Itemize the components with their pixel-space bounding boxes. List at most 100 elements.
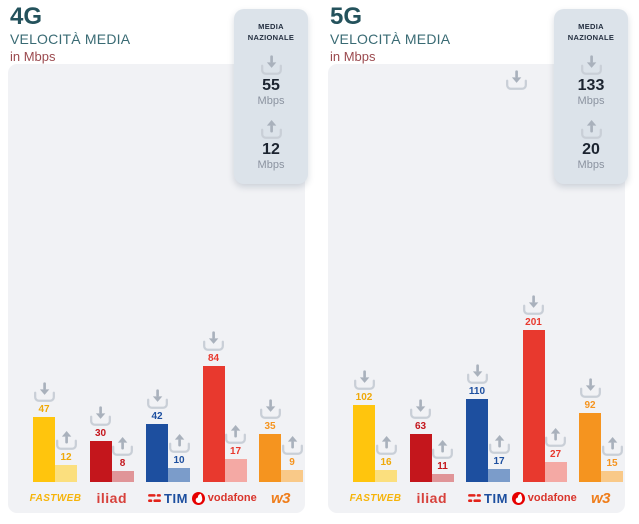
national-download-value-5g: 133 bbox=[577, 77, 605, 94]
logos-row-4g: FASTWEB iliad TIM vodafone w3 bbox=[8, 489, 305, 507]
tim-download-bar bbox=[146, 424, 168, 482]
vodafone-download-column: 201 bbox=[521, 294, 546, 482]
fastweb-upload-column: 16 bbox=[375, 434, 397, 482]
iliad-download-column: 63 bbox=[408, 398, 433, 482]
vodafone-logo-mark: vodafone bbox=[511, 491, 577, 505]
fastweb-download-bar bbox=[33, 417, 55, 482]
fastweb-upload-bar bbox=[55, 465, 77, 482]
bar-group-tim: 110 17 bbox=[466, 363, 510, 482]
download-icon bbox=[504, 69, 529, 90]
tim-download-bar bbox=[466, 399, 488, 482]
iliad-logo: iliad bbox=[96, 490, 127, 506]
vodafone-logo: vodafone bbox=[191, 489, 257, 507]
iliad-download-bar bbox=[409, 434, 432, 482]
panel-title-5g: 5G bbox=[330, 3, 363, 30]
windtre-upload-value: 15 bbox=[606, 457, 618, 469]
vodafone-logo: vodafone bbox=[511, 489, 577, 507]
upload-icon bbox=[600, 435, 625, 456]
fastweb-upload-column: 12 bbox=[55, 429, 77, 482]
upload-icon bbox=[280, 434, 305, 455]
panel-title-4g: 4G bbox=[10, 3, 43, 30]
national-upload-value-5g: 20 bbox=[582, 140, 600, 158]
tim-download-value: 110 bbox=[468, 386, 486, 397]
bar-group-windtre: 92 15 bbox=[578, 377, 623, 482]
vodafone-speechmark-icon bbox=[191, 491, 205, 505]
tim-logo: TIM bbox=[146, 489, 191, 507]
upload-icon bbox=[543, 426, 568, 447]
panel-5g: 5G VELOCITÀ MEDIA in Mbps 102 16 63 11 110 17… bbox=[328, 0, 628, 524]
vodafone-upload-column: 27 bbox=[543, 426, 568, 482]
tim-upload-bar bbox=[168, 468, 190, 482]
tim-upload-value: 10 bbox=[173, 455, 185, 467]
upload-icon bbox=[487, 433, 512, 455]
upload-icon bbox=[430, 438, 455, 459]
bar-group-fastweb: 102 16 bbox=[353, 369, 397, 482]
upload-icon bbox=[259, 118, 284, 139]
panel-5g-header: 5G VELOCITÀ MEDIA in Mbps bbox=[330, 3, 450, 65]
vodafone-download-value: 84 bbox=[207, 353, 220, 365]
fastweb-logo: FASTWEB bbox=[29, 492, 82, 504]
vodafone-upload-value: 17 bbox=[229, 445, 242, 457]
iliad-logo: iliad bbox=[416, 490, 447, 506]
bar-group-iliad: 30 8 bbox=[89, 405, 135, 482]
windtre-upload-column: 9 bbox=[281, 434, 303, 482]
windtre-download-bar bbox=[579, 412, 601, 482]
fastweb-logo: FASTWEB bbox=[349, 492, 402, 504]
download-icon bbox=[579, 54, 604, 75]
download-icon bbox=[408, 398, 433, 420]
logos-row-5g: FASTWEB iliad TIM vodafone w3 bbox=[328, 489, 625, 507]
fastweb-download-bar bbox=[353, 405, 375, 482]
download-icon bbox=[352, 369, 377, 390]
vodafone-download-value: 201 bbox=[525, 317, 542, 329]
fastweb-upload-value: 16 bbox=[380, 456, 392, 468]
download-icon bbox=[145, 388, 170, 409]
vodafone-logo-mark: vodafone bbox=[191, 491, 257, 505]
windtre-logo: w3 bbox=[590, 489, 611, 507]
download-icon bbox=[258, 398, 283, 419]
upload-icon bbox=[374, 434, 399, 455]
upload-icon bbox=[110, 435, 135, 456]
national-average-title-4g: MEDIA NAZIONALE bbox=[247, 22, 295, 42]
panel-unit-5g: in Mbps bbox=[330, 49, 376, 65]
national-average-card-4g: MEDIA NAZIONALE 55 Mbps 12 Mbps bbox=[234, 9, 308, 184]
upload-icon bbox=[223, 423, 248, 444]
iliad-upload-bar bbox=[111, 471, 134, 482]
windtre-download-value: 35 bbox=[264, 420, 276, 432]
fastweb-download-column: 47 bbox=[33, 381, 55, 482]
tim-logo: TIM bbox=[466, 489, 511, 507]
national-download-unit-4g: Mbps bbox=[257, 95, 285, 108]
windtre-upload-value: 9 bbox=[289, 456, 295, 468]
bar-group-windtre: 35 9 bbox=[259, 398, 303, 482]
tim-upload-bar bbox=[488, 469, 510, 482]
windtre-logo: w3 bbox=[270, 489, 291, 507]
download-icon bbox=[578, 377, 603, 398]
tim-logo-mark: TIM bbox=[148, 491, 188, 506]
national-upload-value-4g: 12 bbox=[262, 140, 280, 158]
windtre-upload-column: 15 bbox=[601, 435, 623, 482]
fastweb-download-column: 102 bbox=[353, 369, 375, 482]
windtre-download-column: 92 bbox=[578, 377, 603, 482]
download-icon bbox=[465, 363, 490, 384]
bar-group-tim: 42 10 bbox=[146, 388, 190, 482]
fastweb-download-value: 102 bbox=[355, 392, 373, 403]
upload-icon bbox=[167, 432, 192, 454]
download-icon bbox=[201, 330, 226, 352]
bar-group-vodafone: 84 17 bbox=[201, 330, 248, 482]
vodafone-upload-column: 17 bbox=[223, 423, 248, 482]
fastweb-upload-bar bbox=[375, 469, 397, 482]
download-icon bbox=[521, 294, 546, 316]
tim-upload-value: 17 bbox=[493, 456, 505, 468]
national-average-card-5g: MEDIA NAZIONALE 133 Mbps 20 Mbps bbox=[554, 9, 628, 184]
tim-upload-column: 10 bbox=[168, 432, 190, 482]
iliad-upload-bar bbox=[431, 473, 454, 482]
national-upload-unit-5g: Mbps bbox=[577, 158, 605, 171]
upload-icon bbox=[54, 429, 79, 451]
vodafone-download-column: 84 bbox=[201, 330, 226, 482]
fastweb-upload-value: 12 bbox=[60, 452, 72, 464]
bars-row-4g: 47 12 30 8 42 10 84 17 35 9 bbox=[8, 330, 305, 482]
iliad-upload-value: 11 bbox=[437, 460, 448, 472]
bar-group-iliad: 63 11 bbox=[408, 398, 455, 482]
tim-dashes-icon bbox=[468, 493, 481, 502]
download-icon bbox=[32, 381, 57, 403]
